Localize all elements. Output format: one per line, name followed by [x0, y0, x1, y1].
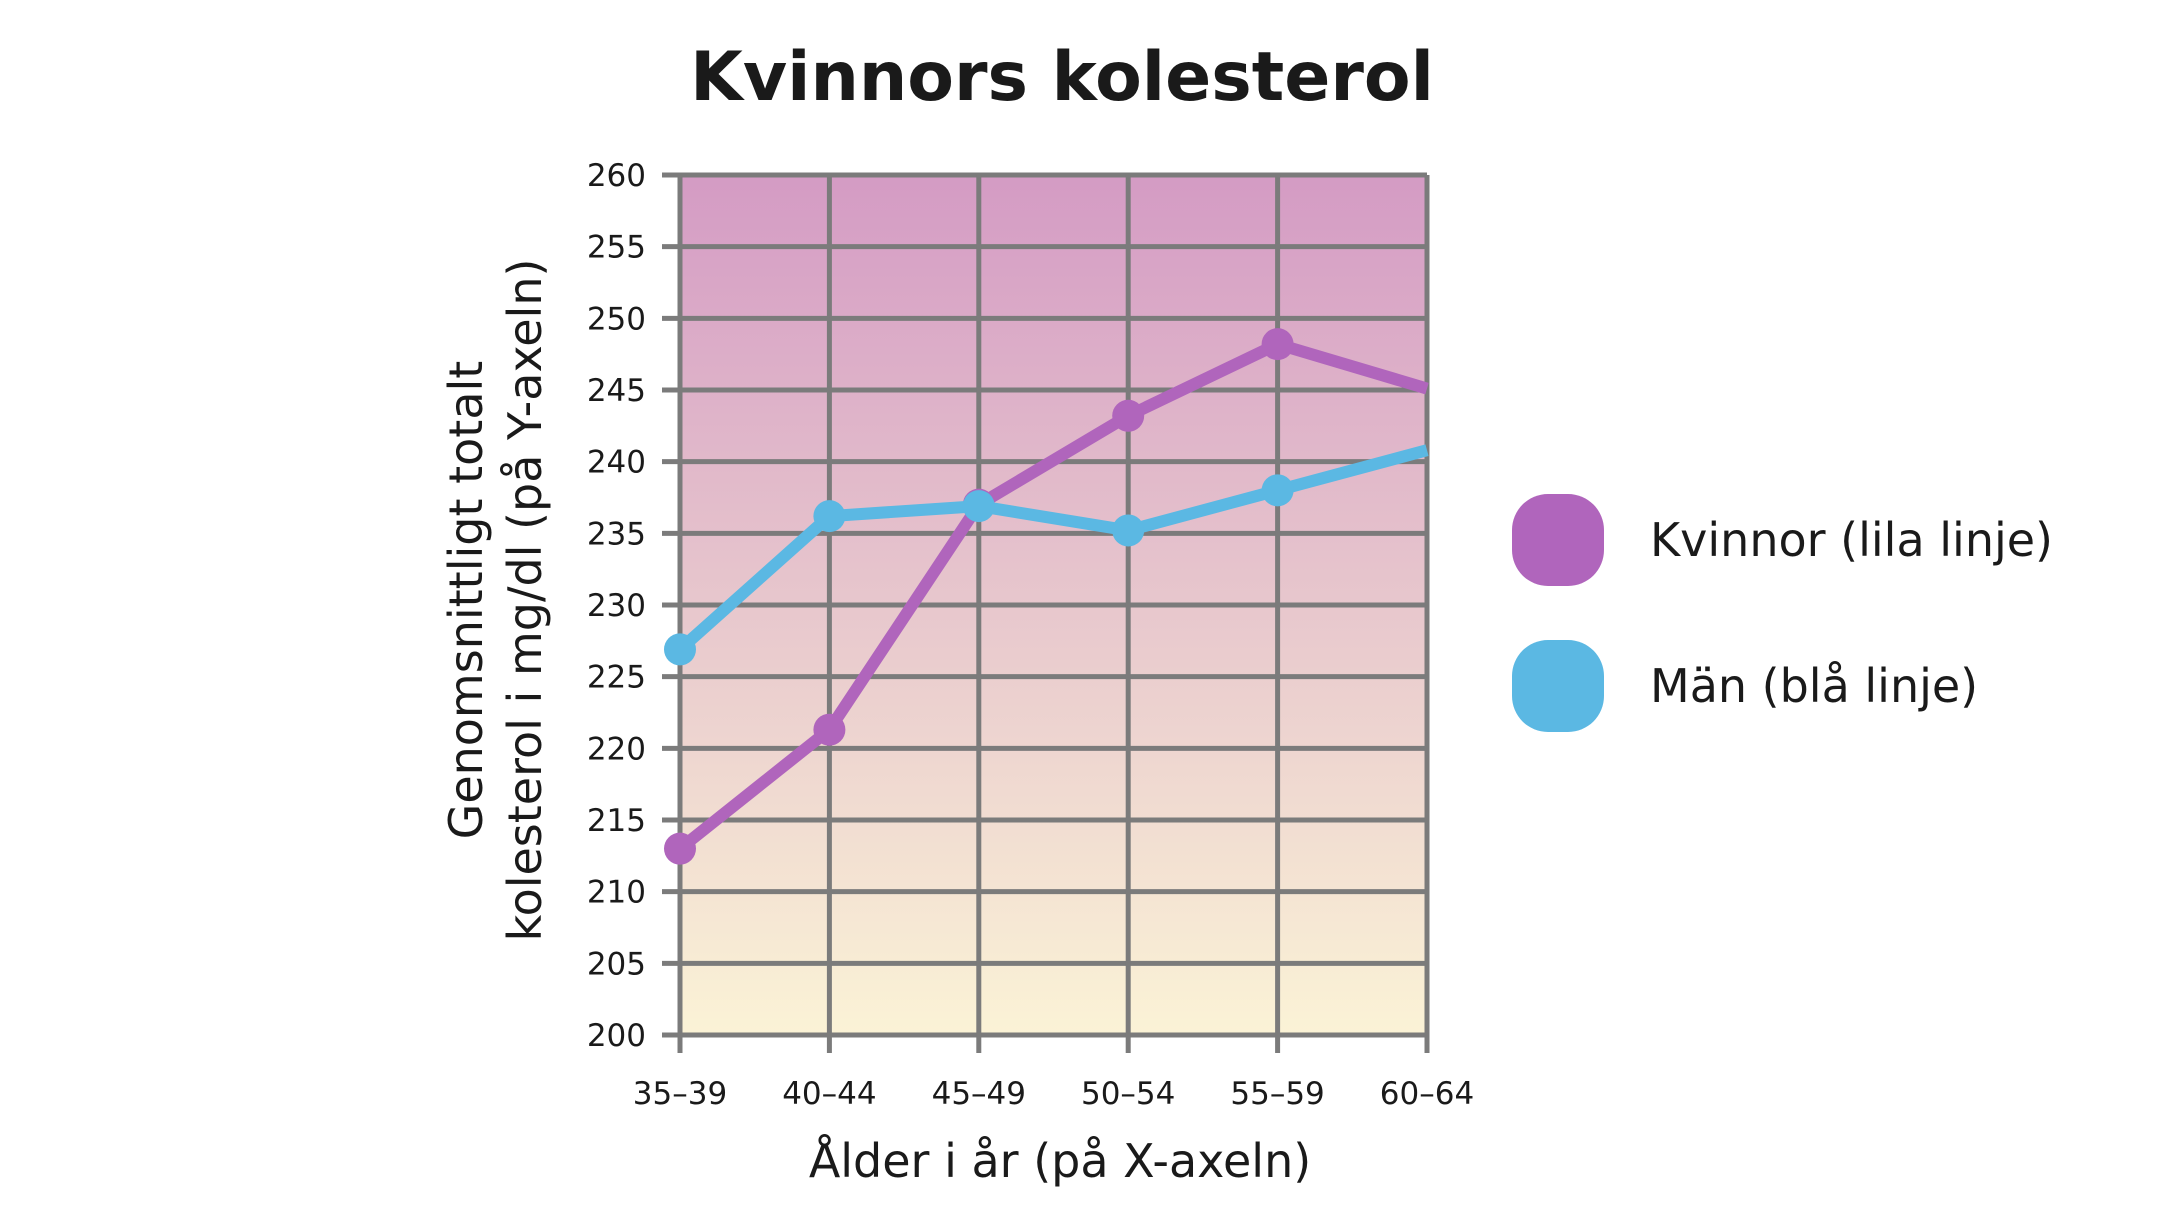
data-point: [962, 490, 995, 523]
data-point: [1261, 328, 1294, 361]
legend: Kvinnor (lila linje) Män (blå linje): [1512, 494, 2053, 732]
y-axis-title-line-2: kolesterol i mg/dl (på Y-axeln): [498, 259, 552, 942]
x-axis-title: Ålder i år (på X-axeln): [809, 1134, 1311, 1188]
y-tick-labels: 200 205 210 215 220 225 230 235 240 245 250 255 260: [587, 158, 646, 1054]
x-tick-label: 55–59: [1230, 1076, 1324, 1112]
data-point: [813, 713, 846, 746]
y-axis-title: Genomsnittligt totalt kolesterol i mg/dl…: [439, 259, 552, 942]
y-tick-label: 215: [587, 803, 646, 839]
y-tick-label: 220: [587, 731, 646, 767]
legend-swatch: [1512, 494, 1604, 586]
x-tick-label: 60–64: [1380, 1076, 1474, 1112]
y-tick-label: 260: [587, 158, 646, 194]
y-tick-label: 250: [587, 301, 646, 337]
y-tick-label: 230: [587, 588, 646, 624]
legend-label: Män (blå linje): [1650, 659, 1978, 713]
series-men: [664, 444, 1429, 666]
x-tick-label: 50–54: [1081, 1076, 1175, 1112]
data-point: [1112, 514, 1145, 547]
data-point: [1261, 474, 1294, 507]
data-point: [664, 633, 696, 666]
y-tick-label: 225: [587, 660, 646, 696]
data-point: [664, 832, 696, 865]
series-line: [676, 338, 1429, 854]
legend-label: Kvinnor (lila linje): [1650, 513, 2053, 567]
series-group: [664, 328, 1429, 865]
y-tick-label: 205: [587, 946, 646, 982]
x-tick-label: 35–39: [633, 1076, 727, 1112]
legend-swatch: [1512, 640, 1604, 732]
y-tick-label: 210: [587, 875, 646, 911]
data-point: [813, 500, 846, 533]
y-tick-label: 240: [587, 445, 646, 481]
data-point: [1112, 399, 1145, 432]
chart-title: Kvinnors kolesterol: [690, 38, 1434, 117]
y-tick-label: 255: [587, 230, 646, 266]
x-tick-label: 40–44: [782, 1076, 876, 1112]
grid: [662, 172, 1430, 1053]
x-tick-labels: 35–39 40–44 45–49 50–54 55–59 60–64: [633, 1076, 1474, 1112]
y-axis-title-line-1: Genomsnittligt totalt: [439, 361, 493, 840]
series-line: [676, 444, 1429, 654]
series-women: [664, 328, 1429, 865]
x-tick-label: 45–49: [932, 1076, 1026, 1112]
y-tick-label: 200: [587, 1018, 646, 1054]
y-tick-label: 245: [587, 373, 646, 409]
y-tick-label: 235: [587, 516, 646, 552]
